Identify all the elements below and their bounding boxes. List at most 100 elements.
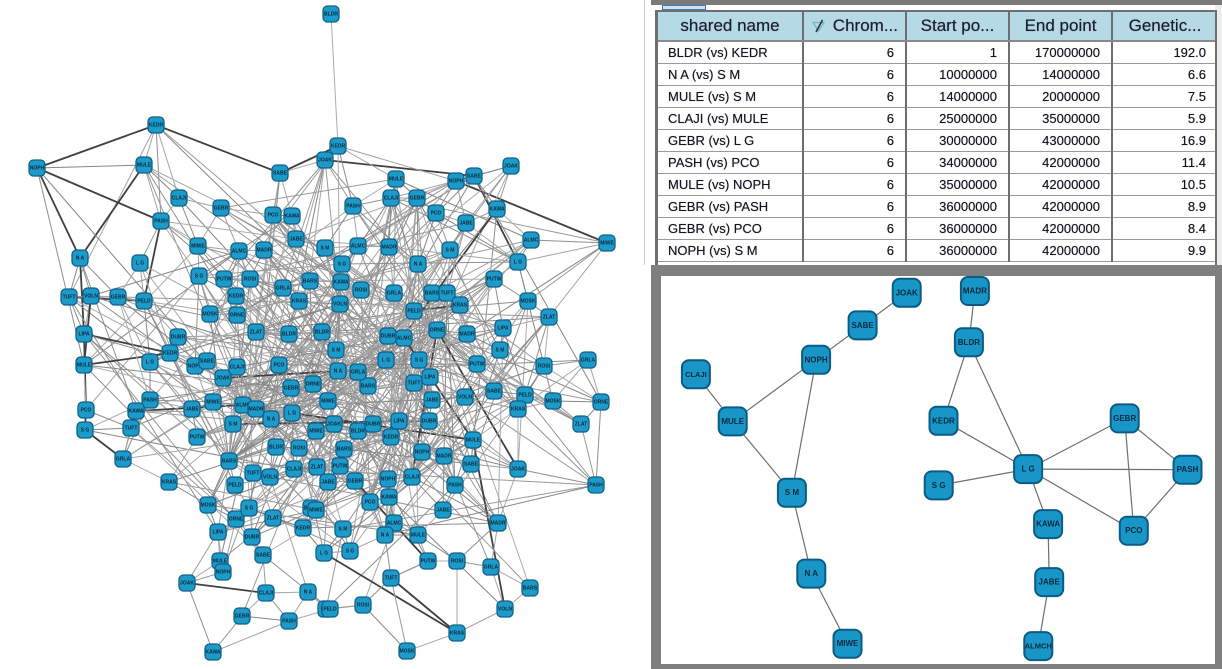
svg-text:S M: S M	[332, 348, 341, 354]
svg-text:SABE: SABE	[487, 389, 502, 395]
svg-text:S M: S M	[446, 248, 455, 254]
svg-text:ORNE: ORNE	[306, 382, 321, 388]
svg-text:S G: S G	[932, 481, 946, 490]
svg-text:DUBR: DUBR	[381, 334, 396, 340]
svg-text:MULE: MULE	[466, 438, 481, 444]
svg-text:ORNE: ORNE	[430, 328, 445, 334]
svg-text:DUBR: DUBR	[422, 419, 437, 425]
svg-text:DUBR: DUBR	[245, 535, 260, 541]
svg-text:MIWE: MIWE	[837, 639, 859, 648]
svg-text:ORNE: ORNE	[594, 400, 609, 406]
svg-text:PUTW: PUTW	[470, 362, 485, 368]
svg-text:PCO: PCO	[274, 363, 285, 369]
svg-text:PELD: PELD	[323, 607, 337, 613]
svg-text:L G: L G	[146, 360, 154, 366]
svg-text:DUBR: DUBR	[171, 335, 186, 341]
svg-text:MADR: MADR	[460, 332, 475, 338]
svg-text:S G: S G	[338, 262, 347, 268]
svg-text:PCO: PCO	[1125, 526, 1142, 535]
svg-text:BLDR: BLDR	[351, 429, 365, 435]
svg-text:MADR: MADR	[382, 245, 397, 251]
svg-text:GRLA: GRLA	[351, 370, 366, 376]
svg-text:S M: S M	[339, 527, 348, 533]
svg-text:GEBR: GEBR	[1113, 414, 1136, 423]
svg-text:NOPH: NOPH	[188, 364, 203, 370]
svg-text:KEDR: KEDR	[932, 416, 955, 425]
svg-text:VOLN: VOLN	[498, 607, 512, 613]
svg-text:KAWA: KAWA	[334, 280, 349, 286]
svg-text:VOLN: VOLN	[84, 294, 98, 300]
svg-text:MULE: MULE	[77, 363, 92, 369]
svg-text:DUBR: DUBR	[366, 422, 381, 428]
svg-text:LIPA: LIPA	[497, 326, 508, 332]
svg-text:S G: S G	[346, 549, 355, 555]
svg-text:MADR: MADR	[257, 248, 272, 254]
svg-text:LIPA: LIPA	[393, 419, 404, 425]
svg-text:ORNE: ORNE	[230, 313, 245, 319]
svg-text:KAWA: KAWA	[129, 409, 144, 415]
svg-text:KAWA: KAWA	[285, 214, 300, 220]
svg-text:KEDR: KEDR	[331, 144, 346, 150]
svg-text:NOPH: NOPH	[30, 166, 45, 172]
svg-text:BARS: BARS	[425, 291, 440, 297]
svg-text:ZLAT: ZLAT	[543, 315, 555, 321]
svg-text:ZLAT: ZLAT	[575, 422, 587, 428]
svg-text:ROSI: ROSI	[357, 603, 370, 609]
svg-text:PUTW: PUTW	[421, 559, 436, 565]
svg-text:JOAK: JOAK	[511, 467, 525, 473]
svg-text:TUFT: TUFT	[63, 295, 76, 301]
svg-text:S M: S M	[321, 246, 330, 252]
svg-text:ROSI: ROSI	[451, 559, 464, 565]
svg-text:GRLA: GRLA	[581, 358, 596, 364]
svg-text:LIPA: LIPA	[212, 530, 223, 536]
svg-text:N A: N A	[267, 417, 276, 423]
svg-text:PCO: PCO	[365, 500, 376, 506]
svg-text:MULE: MULE	[721, 417, 744, 426]
svg-text:NOPH: NOPH	[805, 355, 828, 364]
svg-text:MIWE: MIWE	[191, 244, 205, 250]
svg-text:MADR: MADR	[963, 287, 987, 296]
svg-text:L G: L G	[320, 551, 328, 557]
svg-text:MADR: MADR	[249, 407, 264, 413]
svg-text:S M: S M	[229, 422, 238, 428]
svg-text:GEBR: GEBR	[284, 386, 299, 392]
svg-text:PASH: PASH	[143, 398, 157, 404]
svg-text:JOAK: JOAK	[896, 288, 918, 297]
svg-text:S M: S M	[785, 488, 800, 497]
svg-text:MIWE: MIWE	[321, 399, 335, 405]
svg-text:ALMC: ALMC	[236, 403, 251, 409]
svg-text:MADR: MADR	[437, 454, 452, 460]
svg-text:ALMC: ALMC	[387, 521, 402, 527]
svg-text:TUFT: TUFT	[247, 471, 260, 477]
svg-text:PUTW: PUTW	[190, 435, 205, 441]
svg-text:BARS: BARS	[523, 586, 538, 592]
svg-text:JABE: JABE	[459, 221, 473, 227]
svg-text:BLDR: BLDR	[958, 338, 980, 347]
svg-text:JOAK: JOAK	[327, 422, 341, 428]
svg-text:CLAJI: CLAJI	[287, 467, 302, 473]
svg-text:SABE: SABE	[273, 171, 288, 177]
svg-text:JABE: JABE	[425, 398, 439, 404]
svg-text:S M: S M	[496, 348, 505, 354]
svg-text:ALMCH: ALMCH	[1025, 642, 1052, 651]
svg-text:PASH: PASH	[1177, 465, 1199, 474]
svg-text:KEDR: KEDR	[163, 351, 178, 357]
svg-text:PUTW: PUTW	[487, 277, 502, 283]
svg-text:N A: N A	[414, 262, 423, 268]
svg-text:NOPH: NOPH	[381, 477, 396, 483]
svg-text:MULE: MULE	[389, 177, 404, 183]
svg-text:MIWE: MIWE	[600, 241, 614, 247]
svg-text:JABE: JABE	[1039, 578, 1061, 587]
svg-text:MOSK: MOSK	[521, 299, 536, 305]
svg-text:SABE: SABE	[467, 174, 482, 180]
svg-text:L G: L G	[1022, 465, 1035, 474]
svg-text:N A: N A	[76, 256, 85, 262]
svg-text:JOAK: JOAK	[216, 376, 230, 382]
svg-text:TUFT: TUFT	[441, 291, 454, 297]
svg-text:JABE: JABE	[289, 237, 303, 243]
svg-text:KAWA: KAWA	[490, 207, 505, 213]
svg-text:CLAJI: CLAJI	[259, 591, 274, 597]
svg-text:MOSK: MOSK	[203, 312, 218, 318]
svg-text:PASH: PASH	[448, 483, 462, 489]
svg-text:KAWA: KAWA	[206, 650, 221, 656]
